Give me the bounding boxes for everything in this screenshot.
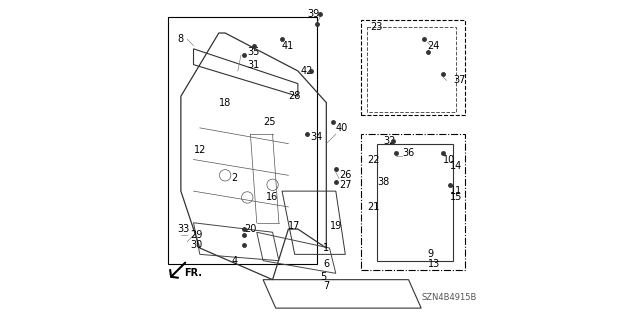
- Text: 38: 38: [377, 177, 389, 187]
- Text: 39: 39: [307, 9, 319, 19]
- Text: 4: 4: [232, 256, 237, 266]
- Text: 32: 32: [383, 136, 396, 145]
- Text: 15: 15: [450, 192, 462, 203]
- Text: 42: 42: [301, 66, 314, 76]
- Text: FR.: FR.: [184, 268, 202, 278]
- Text: 13: 13: [428, 259, 440, 269]
- Text: 36: 36: [402, 148, 415, 158]
- Text: 5: 5: [320, 271, 326, 281]
- Text: SZN4B4915B: SZN4B4915B: [421, 293, 477, 302]
- Text: 1: 1: [323, 243, 330, 253]
- Text: 12: 12: [193, 145, 206, 155]
- Text: 7: 7: [323, 281, 330, 291]
- Text: 30: 30: [190, 240, 203, 250]
- Text: 2: 2: [232, 174, 237, 183]
- Text: 22: 22: [367, 154, 380, 165]
- Text: 35: 35: [247, 47, 260, 57]
- Text: 10: 10: [444, 154, 456, 165]
- Text: 8: 8: [178, 34, 184, 44]
- Text: 29: 29: [190, 230, 203, 241]
- Text: 19: 19: [330, 221, 342, 231]
- Bar: [361, 20, 465, 115]
- Text: 11: 11: [450, 186, 462, 196]
- Text: 18: 18: [219, 98, 231, 108]
- Text: 27: 27: [339, 180, 351, 190]
- Bar: [168, 17, 317, 264]
- Text: 21: 21: [367, 202, 380, 212]
- Text: 6: 6: [323, 259, 330, 269]
- Text: 34: 34: [310, 132, 323, 142]
- Text: 33: 33: [178, 224, 190, 234]
- Text: 26: 26: [339, 170, 351, 180]
- Bar: [361, 134, 465, 270]
- Text: 17: 17: [289, 221, 301, 231]
- Text: 14: 14: [450, 161, 462, 171]
- Text: 9: 9: [428, 249, 434, 259]
- Text: 25: 25: [263, 116, 276, 127]
- Text: 40: 40: [336, 123, 348, 133]
- Text: 24: 24: [428, 41, 440, 51]
- Text: 37: 37: [453, 76, 465, 85]
- Text: 41: 41: [282, 41, 294, 51]
- Text: 23: 23: [371, 22, 383, 32]
- Text: 20: 20: [244, 224, 257, 234]
- Text: 16: 16: [266, 192, 278, 203]
- Text: 28: 28: [289, 91, 301, 101]
- Text: 31: 31: [247, 60, 259, 70]
